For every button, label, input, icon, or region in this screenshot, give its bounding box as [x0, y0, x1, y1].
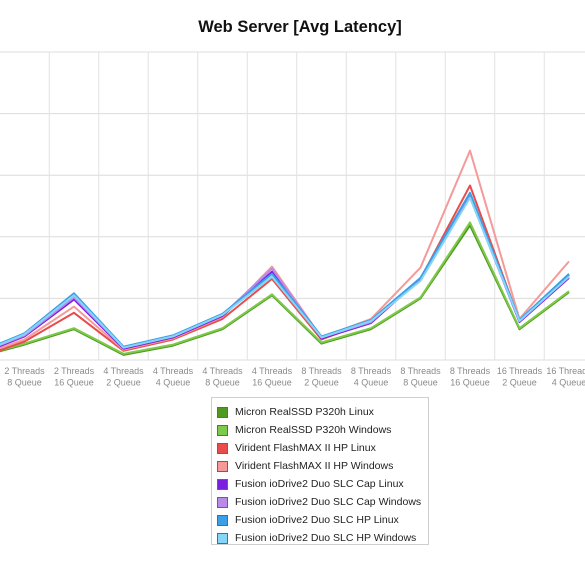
x-tick-label: 4 Queue: [354, 378, 389, 388]
x-tick-label: 2 Queue: [502, 378, 537, 388]
chart-title: Web Server [Avg Latency]: [198, 18, 402, 36]
series-line-3: [0, 184, 570, 352]
x-tick-label: 2 Threads: [54, 366, 95, 376]
legend-swatch: [217, 496, 228, 508]
x-tick-label: 8 Threads: [400, 366, 441, 376]
x-tick-label: 2 Queue: [304, 378, 339, 388]
x-tick-label: 4 Queue: [552, 378, 585, 388]
legend-label: Micron RealSSD P320h Windows: [235, 424, 392, 436]
x-tick-label: 4 Threads: [202, 366, 243, 376]
x-tick-label: 8 Queue: [403, 378, 438, 388]
legend-item[interactable]: Virident FlashMAX II HP Linux: [217, 439, 428, 457]
legend-item[interactable]: Fusion ioDrive2 Duo SLC Cap Linux: [217, 475, 428, 493]
legend-label: Fusion ioDrive2 Duo SLC Cap Linux: [235, 478, 404, 490]
x-tick-label: 16 Queue: [252, 378, 292, 388]
x-tick-label: 8 Queue: [205, 378, 240, 388]
legend-label: Fusion ioDrive2 Duo SLC Cap Windows: [235, 496, 422, 508]
legend-item[interactable]: Micron RealSSD P320h Linux: [217, 403, 428, 421]
legend-swatch: [217, 442, 228, 454]
x-tick-label: 4 Threads: [103, 366, 144, 376]
legend-label: Virident FlashMAX II HP Linux: [235, 442, 376, 454]
legend-item[interactable]: Virident FlashMAX II HP Windows: [217, 457, 428, 475]
x-tick-label: 8 Threads: [450, 366, 491, 376]
legend-item[interactable]: Fusion ioDrive2 Duo SLC HP Linux: [217, 511, 428, 529]
x-tick-label: 16 Threads: [497, 366, 543, 376]
legend-swatch: [217, 406, 228, 418]
series-line-5: [0, 195, 570, 350]
x-tick-label: 8 Threads: [301, 366, 342, 376]
legend-swatch: [217, 514, 228, 526]
x-tick-label: 8 Threads: [351, 366, 392, 376]
x-tick-label: 16 Queue: [450, 378, 490, 388]
legend-label: Fusion ioDrive2 Duo SLC HP Linux: [235, 514, 399, 526]
legend-swatch: [217, 460, 228, 472]
legend: Micron RealSSD P320h Linux Micron RealSSD…: [211, 397, 429, 545]
series-line-7: [0, 191, 570, 348]
x-tick-label: 16 Queue: [54, 378, 94, 388]
series-lines: [0, 149, 570, 356]
legend-swatch: [217, 424, 228, 436]
series-line-4: [0, 149, 570, 351]
legend-label: Virident FlashMAX II HP Windows: [235, 460, 394, 472]
series-line-2: [0, 221, 570, 355]
x-tick-label: 4 Threads: [153, 366, 194, 376]
legend-item[interactable]: Fusion ioDrive2 Duo SLC Cap Windows: [217, 493, 428, 511]
x-tick-label: 4 Queue: [156, 378, 191, 388]
legend-swatch: [217, 478, 228, 490]
series-line-8: [0, 196, 570, 349]
legend-swatch: [217, 532, 228, 544]
x-tick-label: 2 Queue: [106, 378, 141, 388]
legend-item[interactable]: Fusion ioDrive2 Duo SLC HP Windows: [217, 529, 428, 547]
series-line-6: [0, 192, 570, 349]
x-tick-label: 2 Threads: [4, 366, 45, 376]
x-tick-label: 8 Queue: [7, 378, 42, 388]
x-tick-label: 16 Threads: [546, 366, 585, 376]
legend-item[interactable]: Micron RealSSD P320h Windows: [217, 421, 428, 439]
x-tick-label: 4 Threads: [252, 366, 293, 376]
legend-label: Micron RealSSD P320h Linux: [235, 406, 374, 418]
legend-label: Fusion ioDrive2 Duo SLC HP Windows: [235, 532, 417, 544]
